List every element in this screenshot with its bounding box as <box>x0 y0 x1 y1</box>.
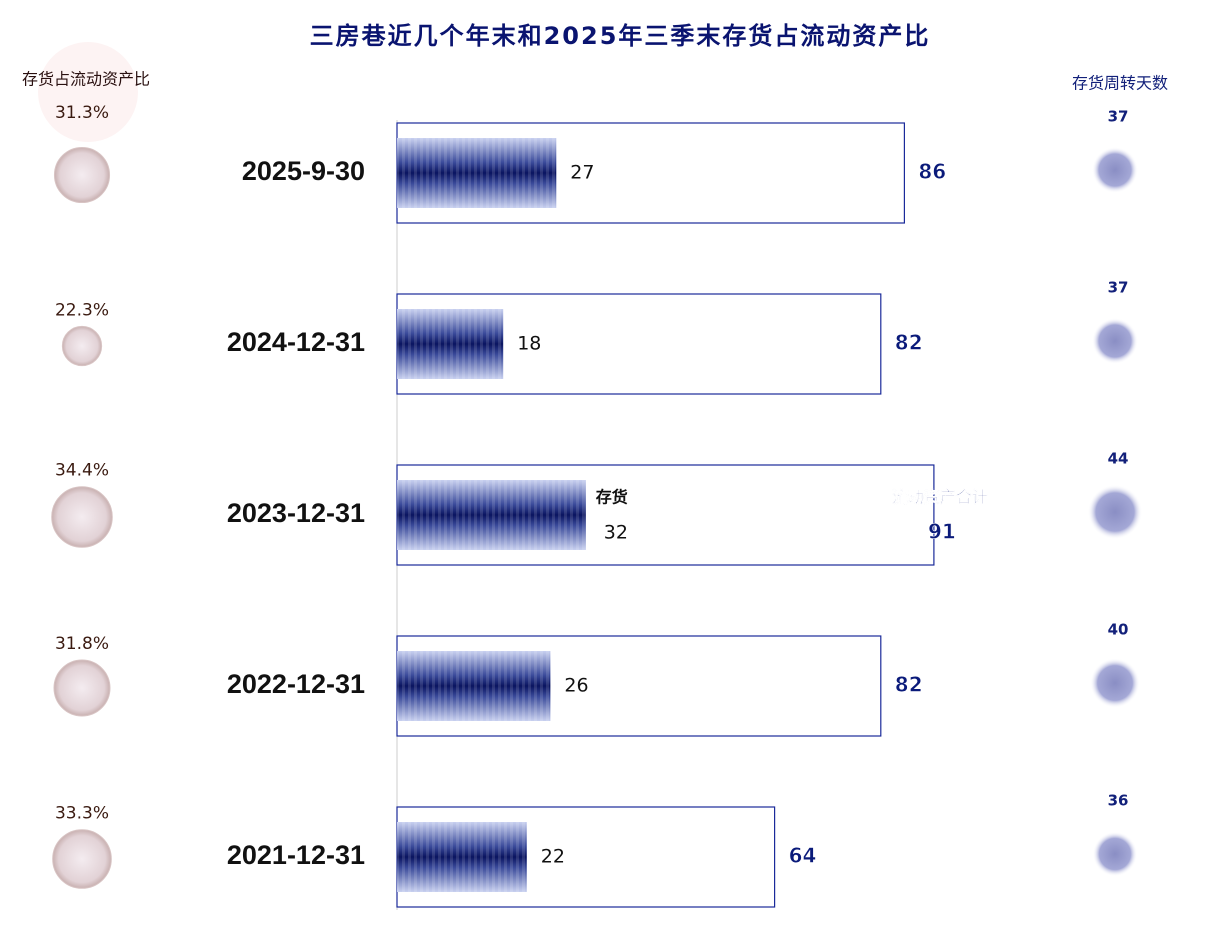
chart-title: 三房巷近几个年末和2025年三季末存货占流动资产比 <box>310 22 931 50</box>
ratio-label: 34.4% <box>55 461 109 481</box>
ratio-label: 22.3% <box>55 300 109 320</box>
category-label: 2024-12-31 <box>227 327 365 357</box>
total-value: 82 <box>895 331 923 355</box>
ratio-label: 31.8% <box>55 634 109 654</box>
inventory-bar-texture <box>397 480 586 550</box>
turnover-bubble <box>1092 831 1138 877</box>
ratio-bubble <box>52 829 112 889</box>
inventory-bar-texture <box>397 309 504 379</box>
inventory-bar-texture <box>397 822 527 892</box>
inventory-bar-texture <box>397 138 557 208</box>
turnover-bubble <box>1090 658 1140 708</box>
ratio-header: 存货占流动资产比 <box>22 70 150 89</box>
inventory-bar-texture <box>397 651 551 721</box>
inventory-value: 18 <box>517 333 541 355</box>
turnover-bubble <box>1087 484 1143 540</box>
inventory-value: 22 <box>541 846 565 868</box>
turnover-label: 37 <box>1108 279 1129 297</box>
ratio-bubble <box>61 325 103 367</box>
total-value: 82 <box>895 673 923 697</box>
total-value: 91 <box>928 520 956 544</box>
total-value: 86 <box>918 160 946 184</box>
turnover-label: 40 <box>1108 621 1129 639</box>
turnover-label: 44 <box>1108 450 1129 468</box>
total-value: 64 <box>789 844 817 868</box>
ratio-bubble <box>51 486 113 548</box>
decor-circle <box>38 42 138 142</box>
inventory-value: 26 <box>564 675 588 697</box>
inventory-value: 27 <box>570 162 594 184</box>
ratio-bubble <box>53 146 111 204</box>
total-series-name: 流动资产合计 <box>892 488 988 507</box>
turnover-label: 37 <box>1108 108 1129 126</box>
category-label: 2022-12-31 <box>227 669 365 699</box>
inventory-value: 32 <box>604 522 628 544</box>
turnover-bubble <box>1092 318 1138 364</box>
category-label: 2021-12-31 <box>227 840 365 870</box>
turnover-header: 存货周转天数 <box>1072 74 1168 93</box>
turnover-label: 36 <box>1108 792 1129 810</box>
category-label: 2023-12-31 <box>227 498 365 528</box>
ratio-label: 31.3% <box>55 103 109 123</box>
inventory-series-name: 存货 <box>596 488 628 507</box>
turnover-bubble <box>1092 147 1138 193</box>
ratio-label: 33.3% <box>55 804 109 824</box>
ratio-bubble <box>53 659 111 717</box>
category-label: 2025-9-30 <box>242 156 365 186</box>
